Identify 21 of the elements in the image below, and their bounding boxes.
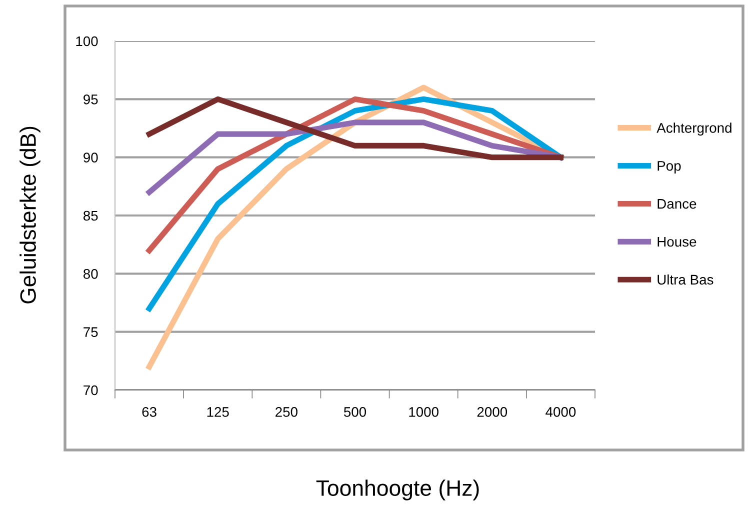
y-tick-label: 70 (84, 385, 98, 396)
x-tick-label: 125 (207, 407, 229, 417)
y-tick-label: 95 (84, 94, 98, 104)
y-tick-label: 85 (83, 210, 98, 221)
y-tick-label: 80 (83, 269, 98, 279)
legend-label: House (658, 236, 696, 247)
legend-label: Achtergrond (656, 122, 732, 136)
y-tick-label: 75 (84, 327, 98, 338)
x-tick-label: 500 (344, 407, 366, 417)
y-axis-title: Geluidsterkte (dB) (20, 126, 40, 304)
x-axis-title: Toonhoogte (Hz) (316, 480, 479, 500)
y-tick-label: 100 (76, 36, 98, 46)
legend-label: Ultra Bas (658, 274, 714, 285)
x-tick-label: 63 (142, 407, 156, 417)
x-tick-label: 2000 (477, 407, 508, 417)
legend-label: Dance (658, 199, 696, 209)
x-tick-label: 250 (276, 407, 298, 417)
x-tick-label: 1000 (409, 407, 438, 417)
x-tick-label: 4000 (546, 407, 576, 417)
y-tick-label: 90 (84, 152, 98, 163)
legend-label: Pop (658, 161, 681, 174)
